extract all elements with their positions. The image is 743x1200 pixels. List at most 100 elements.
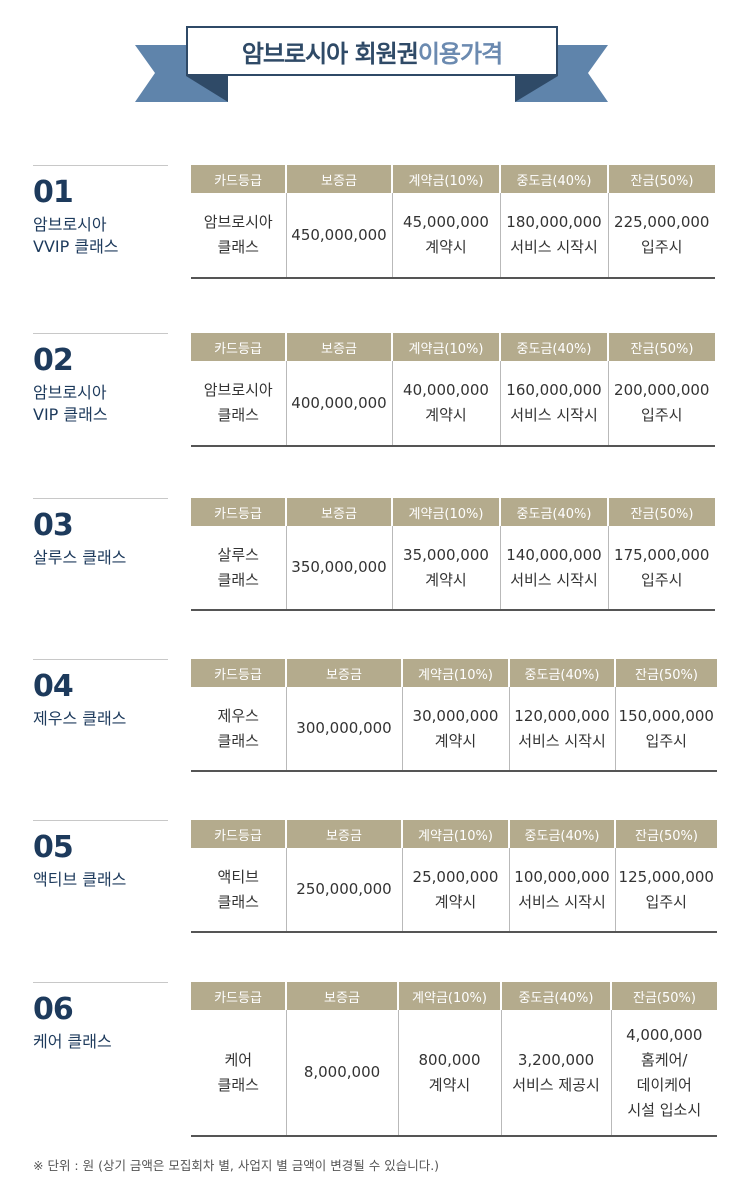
section-number: 04	[33, 669, 74, 704]
cell-deposit: 350,000,000	[285, 526, 392, 611]
cell-balance-payment: 150,000,000 입주시	[614, 687, 717, 772]
price-table: 카드등급 보증금 계약금(10%) 중도금(40%) 잔금(50%) 제우스 클…	[191, 659, 717, 772]
table-row: 암브로시아 클래스 400,000,000 40,000,000 계약시 160…	[191, 361, 715, 447]
cell-deposit: 400,000,000	[285, 361, 392, 447]
section-label: 04 제우스 클래스	[33, 659, 168, 730]
section-class-name: 액티브 클래스	[33, 870, 127, 889]
page-title: 암브로시아 회원권 이용가격	[186, 26, 558, 76]
table-row: 제우스 클래스 300,000,000 30,000,000 계약시 120,0…	[191, 687, 717, 772]
header-deposit: 보증금	[285, 659, 402, 687]
cell-card-grade: 액티브 클래스	[191, 848, 286, 933]
section-class-name: 케어 클래스	[33, 1032, 112, 1051]
header-contract-payment: 계약금(10%)	[391, 498, 500, 526]
section-class-name: 살루스 클래스	[33, 548, 127, 567]
header-interim-payment: 중도금(40%)	[499, 165, 608, 193]
table-header-row: 카드등급 보증금 계약금(10%) 중도금(40%) 잔금(50%)	[191, 820, 717, 848]
cell-deposit: 250,000,000	[285, 848, 402, 933]
header-contract-payment: 계약금(10%)	[391, 165, 500, 193]
price-table: 카드등급 보증금 계약금(10%) 중도금(40%) 잔금(50%) 케어 클래…	[191, 982, 717, 1137]
table-row: 액티브 클래스 250,000,000 25,000,000 계약시 100,0…	[191, 848, 717, 933]
header-interim-payment: 중도금(40%)	[500, 982, 611, 1010]
section-class-name: 암브로시아 VVIP 클래스	[33, 215, 119, 256]
header-interim-payment: 중도금(40%)	[508, 820, 615, 848]
section-number: 03	[33, 508, 74, 543]
price-table: 카드등급 보증금 계약금(10%) 중도금(40%) 잔금(50%) 암브로시아…	[191, 333, 715, 447]
price-table: 카드등급 보증금 계약금(10%) 중도금(40%) 잔금(50%) 살루스 클…	[191, 498, 715, 611]
header-card-grade: 카드등급	[191, 820, 286, 848]
cell-interim-payment: 3,200,000 서비스 제공시	[500, 1010, 611, 1137]
cell-card-grade: 암브로시아 클래스	[191, 193, 286, 279]
section-label: 05 액티브 클래스	[33, 820, 168, 891]
cell-contract-payment: 30,000,000 계약시	[401, 687, 509, 772]
section-label: 06 케어 클래스	[33, 982, 168, 1053]
table-header-row: 카드등급 보증금 계약금(10%) 중도금(40%) 잔금(50%)	[191, 498, 715, 526]
section-number: 05	[33, 830, 74, 865]
header-card-grade: 카드등급	[191, 498, 286, 526]
cell-contract-payment: 35,000,000 계약시	[391, 526, 500, 611]
section-class-name: 제우스 클래스	[33, 709, 127, 728]
cell-balance-payment: 200,000,000 입주시	[607, 361, 715, 447]
title-highlight: 이용가격	[417, 39, 503, 68]
table-header-row: 카드등급 보증금 계약금(10%) 중도금(40%) 잔금(50%)	[191, 333, 715, 361]
cell-interim-payment: 120,000,000 서비스 시작시	[508, 687, 615, 772]
header-balance-payment: 잔금(50%)	[614, 820, 717, 848]
table-row: 케어 클래스 8,000,000 800,000 계약시 3,200,000 서…	[191, 1010, 717, 1137]
cell-interim-payment: 180,000,000 서비스 시작시	[499, 193, 608, 279]
cell-balance-payment: 175,000,000 입주시	[607, 526, 715, 611]
header-balance-payment: 잔금(50%)	[607, 165, 715, 193]
cell-card-grade: 제우스 클래스	[191, 687, 286, 772]
price-table: 카드등급 보증금 계약금(10%) 중도금(40%) 잔금(50%) 암브로시아…	[191, 165, 715, 279]
cell-contract-payment: 25,000,000 계약시	[401, 848, 509, 933]
table-header-row: 카드등급 보증금 계약금(10%) 중도금(40%) 잔금(50%)	[191, 659, 717, 687]
cell-interim-payment: 140,000,000 서비스 시작시	[499, 526, 608, 611]
title-main: 암브로시아 회원권	[241, 39, 419, 68]
header-balance-payment: 잔금(50%)	[607, 333, 715, 361]
price-table: 카드등급 보증금 계약금(10%) 중도금(40%) 잔금(50%) 액티브 클…	[191, 820, 717, 933]
header-balance-payment: 잔금(50%)	[614, 659, 717, 687]
section-number: 02	[33, 343, 74, 378]
section-label: 02 암브로시아 VIP 클래스	[33, 333, 168, 426]
section-label: 03 살루스 클래스	[33, 498, 168, 569]
header-contract-payment: 계약금(10%)	[401, 820, 509, 848]
cell-deposit: 300,000,000	[285, 687, 402, 772]
cell-deposit: 450,000,000	[285, 193, 392, 279]
header-balance-payment: 잔금(50%)	[607, 498, 715, 526]
cell-card-grade: 암브로시아 클래스	[191, 361, 286, 447]
section-number: 06	[33, 992, 74, 1027]
cell-balance-payment: 4,000,000 홈케어/ 데이케어 시설 입소시	[610, 1010, 717, 1137]
cell-contract-payment: 40,000,000 계약시	[391, 361, 500, 447]
header-interim-payment: 중도금(40%)	[499, 498, 608, 526]
cell-deposit: 8,000,000	[285, 1010, 398, 1137]
cell-contract-payment: 800,000 계약시	[397, 1010, 501, 1137]
cell-card-grade: 살루스 클래스	[191, 526, 286, 611]
header-contract-payment: 계약금(10%)	[397, 982, 501, 1010]
cell-card-grade: 케어 클래스	[191, 1010, 286, 1137]
table-row: 암브로시아 클래스 450,000,000 45,000,000 계약시 180…	[191, 193, 715, 279]
table-header-row: 카드등급 보증금 계약금(10%) 중도금(40%) 잔금(50%)	[191, 165, 715, 193]
cell-interim-payment: 160,000,000 서비스 시작시	[499, 361, 608, 447]
table-header-row: 카드등급 보증금 계약금(10%) 중도금(40%) 잔금(50%)	[191, 982, 717, 1010]
section-label: 01 암브로시아 VVIP 클래스	[33, 165, 168, 258]
cell-balance-payment: 225,000,000 입주시	[607, 193, 715, 279]
section-number: 01	[33, 175, 74, 210]
footnote: ※ 단위 : 원 (상기 금액은 모집회차 별, 사업지 별 금액이 변경될 수…	[33, 1158, 440, 1173]
header-deposit: 보증금	[285, 333, 392, 361]
header-deposit: 보증금	[285, 982, 398, 1010]
header-contract-payment: 계약금(10%)	[391, 333, 500, 361]
header-contract-payment: 계약금(10%)	[401, 659, 509, 687]
header-deposit: 보증금	[285, 165, 392, 193]
header-card-grade: 카드등급	[191, 333, 286, 361]
section-class-name: 암브로시아 VIP 클래스	[33, 383, 108, 424]
cell-interim-payment: 100,000,000 서비스 시작시	[508, 848, 615, 933]
cell-balance-payment: 125,000,000 입주시	[614, 848, 717, 933]
header-deposit: 보증금	[285, 820, 402, 848]
table-row: 살루스 클래스 350,000,000 35,000,000 계약시 140,0…	[191, 526, 715, 611]
header-card-grade: 카드등급	[191, 165, 286, 193]
header-interim-payment: 중도금(40%)	[499, 333, 608, 361]
cell-contract-payment: 45,000,000 계약시	[391, 193, 500, 279]
header-card-grade: 카드등급	[191, 982, 286, 1010]
header-card-grade: 카드등급	[191, 659, 286, 687]
header-deposit: 보증금	[285, 498, 392, 526]
header-balance-payment: 잔금(50%)	[610, 982, 717, 1010]
header-interim-payment: 중도금(40%)	[508, 659, 615, 687]
